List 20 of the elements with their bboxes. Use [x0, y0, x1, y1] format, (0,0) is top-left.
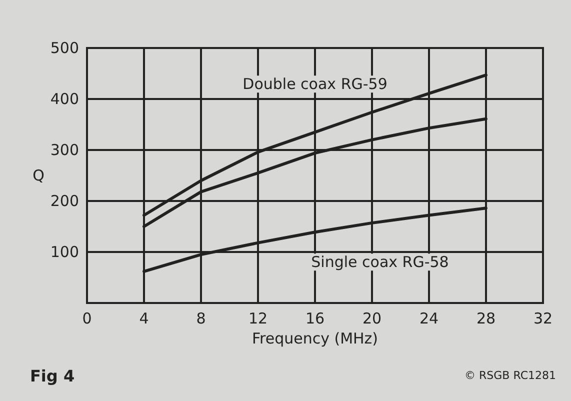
y-tick-label: 300 [50, 141, 79, 159]
x-tick-label: 0 [82, 310, 92, 328]
y-axis-title: Q [32, 166, 44, 184]
caption: Fig 4 [30, 366, 75, 386]
y-tick-label: 200 [50, 192, 79, 210]
series-label: Single coax RG-58 [311, 253, 449, 272]
x-tick-label: 24 [419, 310, 439, 328]
x-tick-label: 8 [196, 310, 206, 328]
x-tick-label: 4 [139, 310, 149, 328]
y-tick-label: 500 [50, 39, 79, 57]
x-tick-label: 32 [533, 310, 553, 328]
x-tick-label: 12 [248, 310, 268, 328]
x-tick-label: 16 [305, 310, 325, 328]
y-tick-label: 100 [50, 243, 79, 261]
x-tick-label: 28 [476, 310, 496, 328]
x-tick-label: 20 [362, 310, 382, 328]
series-label: Double coax RG-59 [242, 75, 388, 94]
text: © RSGB RC1281 [464, 369, 556, 382]
x-axis-title: Frequency (MHz) [252, 329, 378, 348]
y-tick-label: 400 [50, 90, 79, 108]
